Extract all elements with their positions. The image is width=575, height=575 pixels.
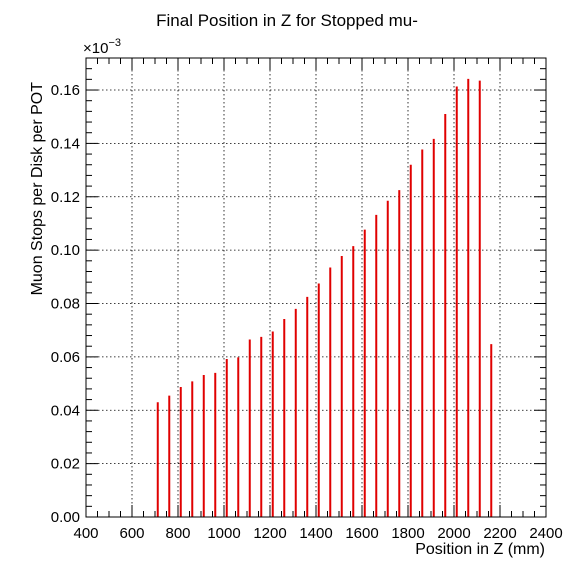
y-exponent-label: ×10−3: [83, 37, 121, 57]
y-tick-label: 0.16: [51, 82, 80, 99]
x-tick-label: 1000: [207, 525, 240, 542]
y-tick-label: 0.02: [51, 456, 80, 473]
y-tick-label: 0.14: [51, 135, 80, 152]
y-axis-title: Muon Stops per Disk per POT: [29, 82, 46, 296]
x-tick-label: 400: [73, 525, 98, 542]
x-tick-label: 1600: [345, 525, 378, 542]
x-tick-label: 600: [119, 525, 144, 542]
x-tick-label: 2000: [437, 525, 470, 542]
grid-layer: [86, 58, 546, 517]
x-tick-label: 800: [165, 525, 190, 542]
y-exponent-power: −3: [108, 37, 121, 49]
bar-layer: [156, 78, 493, 517]
y-tick-label: 0.10: [51, 242, 80, 259]
chart-title: Final Position in Z for Stopped mu-: [156, 11, 418, 30]
y-tick-label: 0.08: [51, 296, 80, 313]
x-tick-label: 1400: [299, 525, 332, 542]
y-tick-label: 0.06: [51, 349, 80, 366]
y-exponent-base: ×10: [83, 40, 108, 57]
x-tick-label: 1200: [253, 525, 286, 542]
y-tick-label: 0.04: [51, 402, 80, 419]
x-axis-title: Position in Z (mm): [415, 541, 545, 558]
y-tick-label: 0.12: [51, 189, 80, 206]
plot-frame: [85, 57, 547, 518]
x-tick-label: 2200: [483, 525, 516, 542]
y-tick-label: 0.00: [51, 509, 80, 526]
x-tick-labels: 400 600 800 1000 1200 1400 1600 1800 2000 2200 240…: [73, 525, 562, 542]
y-tick-labels: 0.00 0.02 0.04 0.06 0.08 0.10 0.12 0.14 0.16: [51, 82, 80, 526]
x-tick-label: 2400: [529, 525, 562, 542]
x-tick-label: 1800: [391, 525, 424, 542]
